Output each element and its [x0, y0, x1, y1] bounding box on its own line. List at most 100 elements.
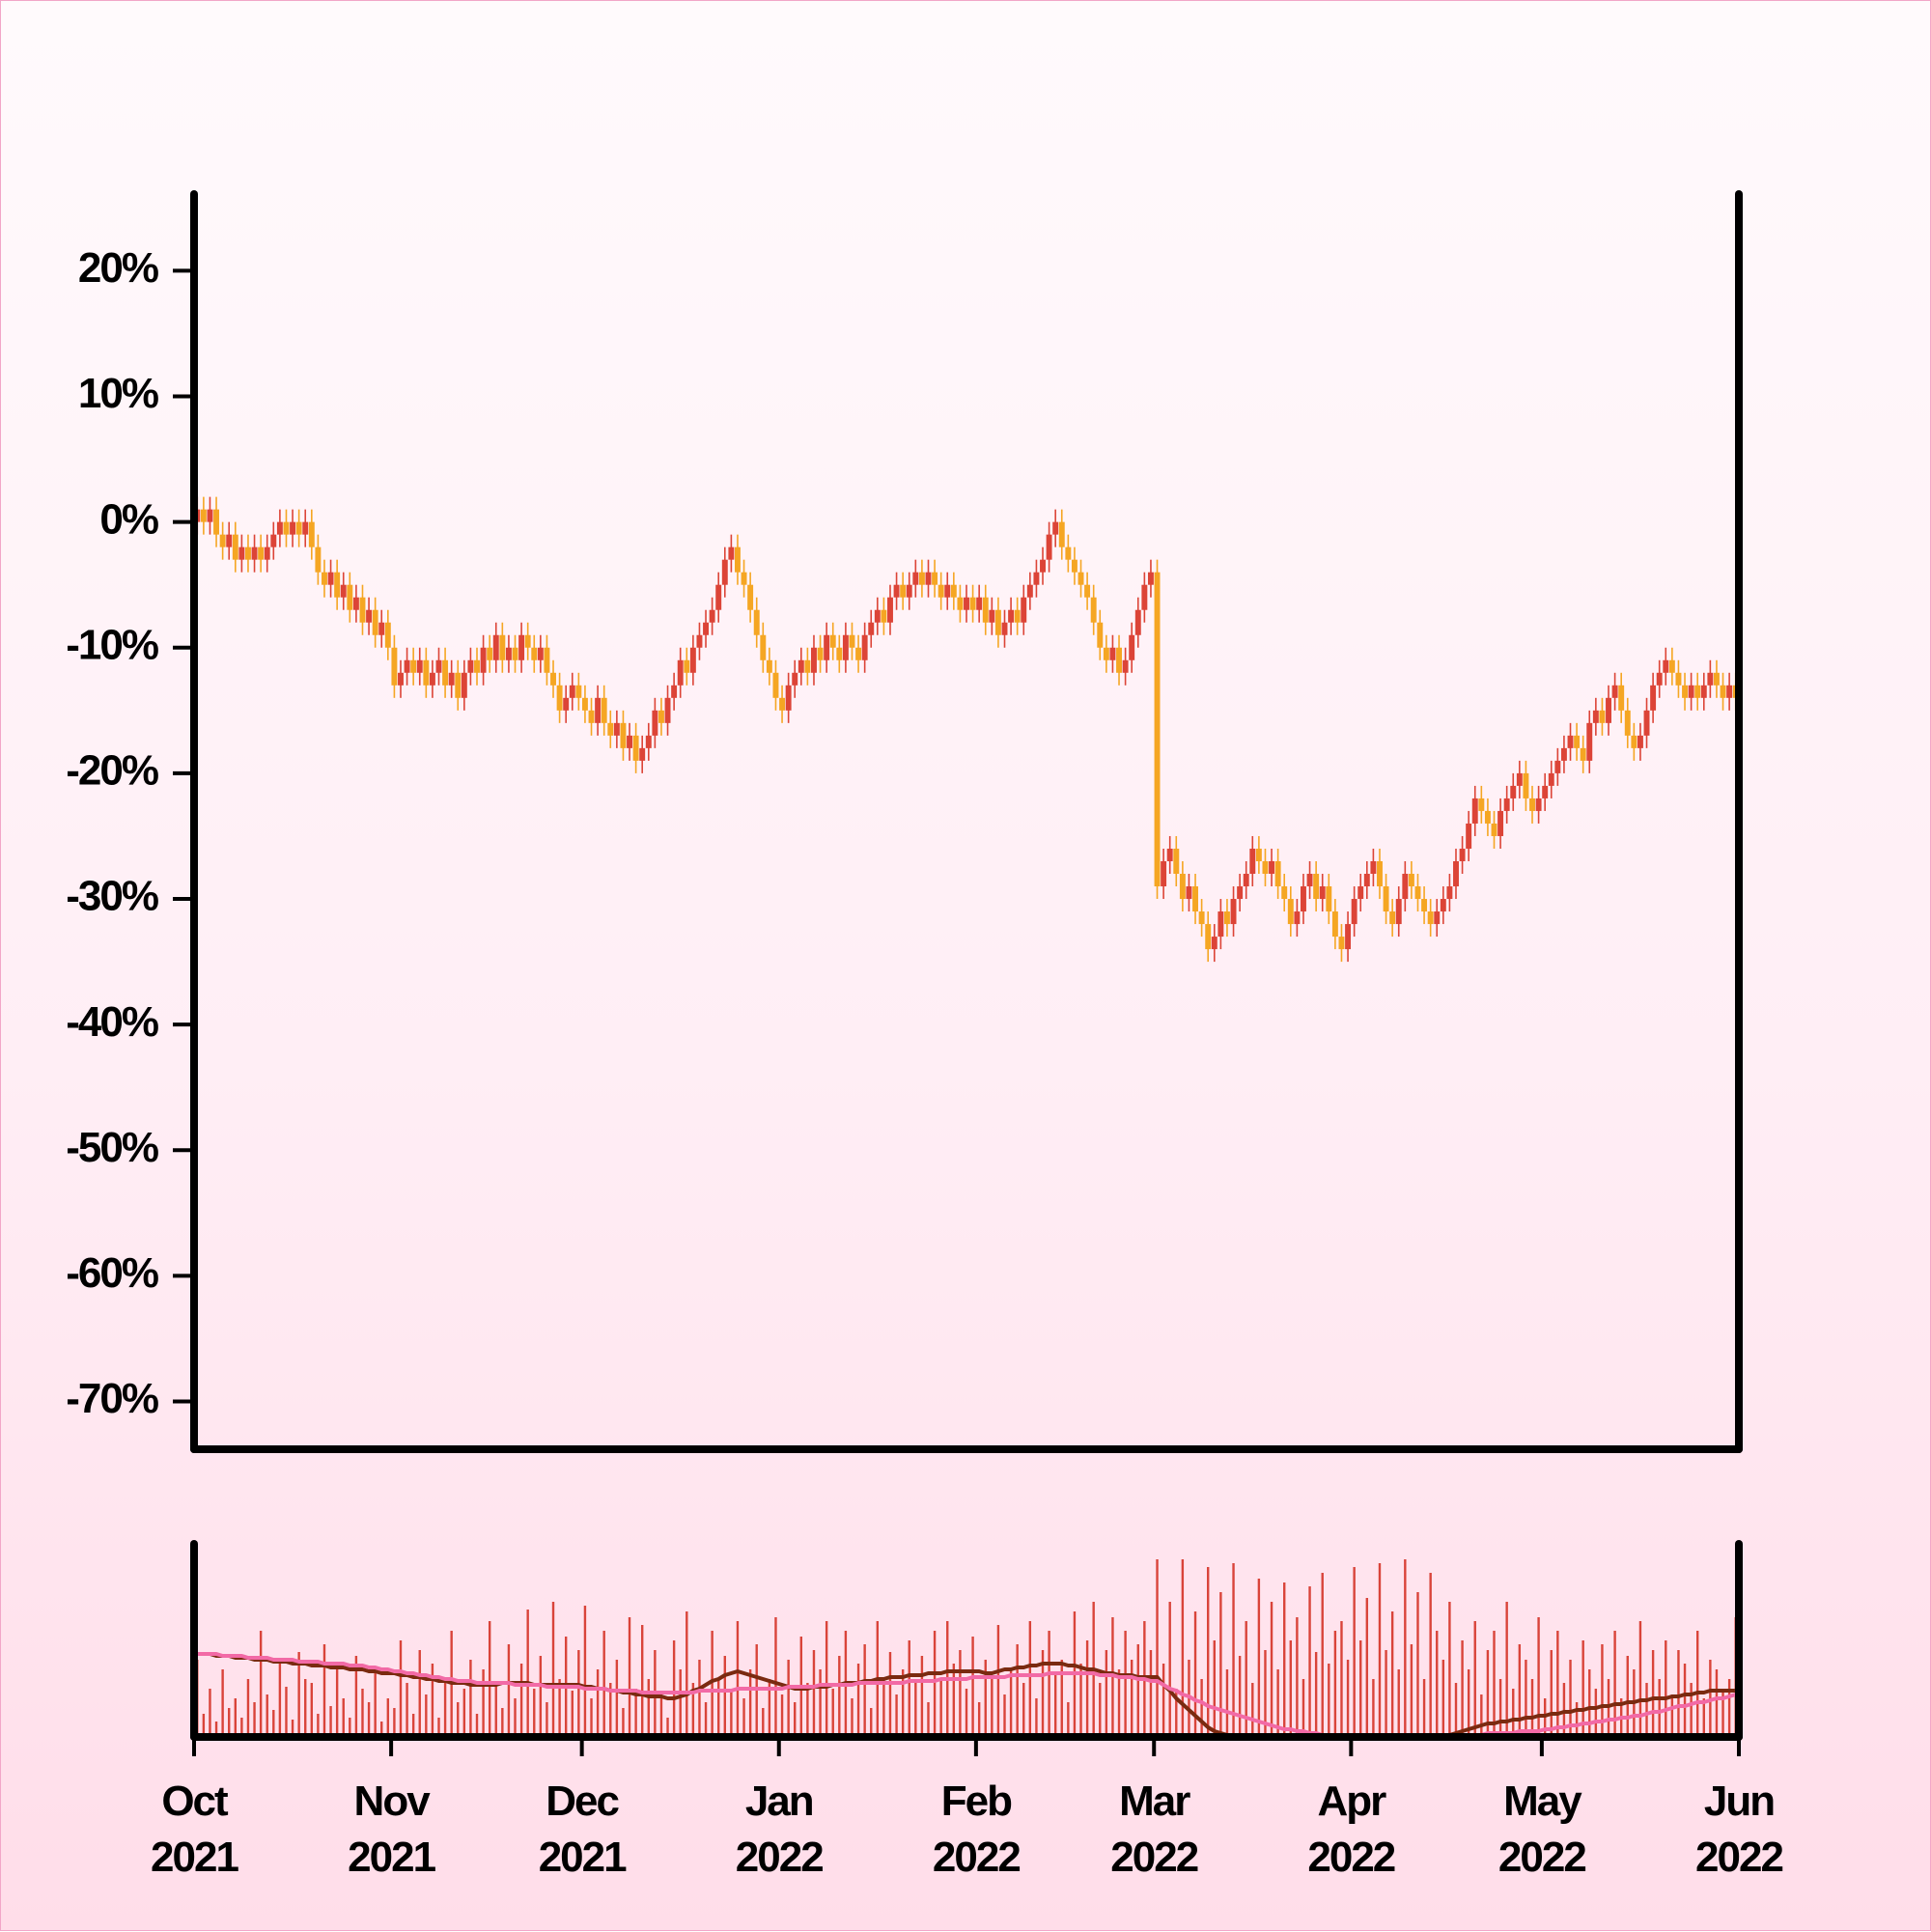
candle-body: [855, 647, 862, 660]
volume-bar: [1454, 1683, 1458, 1737]
volume-bar: [431, 1664, 434, 1737]
volume-bar: [367, 1702, 371, 1737]
volume-bar: [322, 1644, 326, 1737]
candle-body: [1567, 735, 1574, 748]
candle-body: [1357, 886, 1364, 900]
volume-bar: [730, 1689, 733, 1737]
candle-body: [563, 697, 570, 711]
y-tick-label: -60%: [66, 1249, 158, 1297]
candle-body: [658, 710, 664, 723]
candle-body: [1161, 860, 1167, 887]
candle-body: [1262, 860, 1269, 875]
volume-bar: [863, 1644, 866, 1737]
volume-bar: [285, 1687, 288, 1737]
volume-bar: [920, 1656, 924, 1737]
volume-bar: [399, 1640, 403, 1737]
candle-body: [684, 659, 690, 673]
y-tick-label: 20%: [78, 244, 158, 292]
candle-body: [384, 622, 391, 648]
candle-body: [1269, 860, 1275, 875]
volume-bar: [310, 1683, 314, 1737]
candle-body: [588, 710, 595, 723]
candle-body: [1331, 911, 1338, 938]
candle-body: [581, 697, 588, 711]
volume-bar: [609, 1683, 612, 1737]
volume-bar: [577, 1650, 580, 1737]
candle-body: [429, 672, 435, 686]
x-tick-label: Feb 2022: [932, 1778, 1021, 1881]
candle-body: [410, 659, 417, 673]
candle-body: [772, 672, 779, 698]
candle-body: [1459, 848, 1466, 861]
candle-body: [639, 747, 646, 761]
candle-body: [645, 735, 652, 748]
volume-bar: [1060, 1660, 1063, 1737]
volume-bar: [1099, 1683, 1102, 1737]
volume-bar: [272, 1710, 275, 1737]
x-tick-label: Dec 2021: [538, 1778, 628, 1881]
moving-average-line: [197, 1652, 1736, 1739]
candle-body: [1109, 647, 1116, 660]
volume-bar: [1702, 1698, 1705, 1737]
candle-body: [258, 546, 265, 560]
volume-bar: [1486, 1650, 1490, 1737]
candle-body: [1326, 886, 1332, 912]
candle-body: [1097, 622, 1104, 648]
candle-body: [938, 584, 944, 598]
volume-bar: [933, 1631, 937, 1737]
candle-body: [295, 521, 302, 535]
candle-body: [1319, 886, 1326, 900]
candle-body: [1040, 559, 1046, 573]
candle-body: [1122, 659, 1129, 673]
candle-body: [1503, 798, 1510, 811]
volume-bar: [1283, 1582, 1286, 1737]
candle-body: [1427, 911, 1434, 925]
candle-body: [829, 634, 836, 648]
volume-bar: [1372, 1679, 1375, 1737]
volume-bar: [1340, 1621, 1343, 1737]
volume-bar: [1028, 1621, 1032, 1737]
candle-body: [1599, 710, 1606, 723]
candle-body: [340, 584, 347, 598]
candle-body: [1008, 609, 1015, 623]
volume-bar: [787, 1660, 790, 1737]
candle-body: [696, 634, 703, 648]
candle-body: [1173, 848, 1180, 875]
candle-body: [1021, 597, 1027, 623]
candle-body: [1154, 572, 1161, 887]
volume-bar: [214, 1722, 218, 1737]
x-tick-label: Apr 2022: [1307, 1778, 1396, 1881]
candle-body: [1077, 572, 1084, 585]
candle-body: [544, 647, 550, 673]
volume-bar: [856, 1664, 860, 1737]
candle-body: [1389, 911, 1396, 925]
volume-bar: [838, 1656, 841, 1737]
volume-bar: [1556, 1631, 1559, 1737]
candle-body: [994, 609, 1001, 635]
volume-bar: [221, 1669, 224, 1737]
candle-body: [492, 634, 499, 660]
volume-bar: [1493, 1631, 1496, 1737]
candle-body: [270, 534, 277, 547]
volume-bar: [443, 1679, 447, 1737]
volume-bar: [1251, 1683, 1254, 1737]
candle-body: [531, 647, 538, 660]
volume-bar: [723, 1656, 726, 1737]
candle-body: [372, 609, 378, 635]
volume-bar: [494, 1683, 497, 1737]
volume-bar: [1333, 1631, 1337, 1737]
volume-bar: [1645, 1683, 1648, 1737]
volume-bar: [1346, 1660, 1350, 1737]
candle-body: [811, 647, 817, 673]
volume-bar: [1441, 1660, 1445, 1737]
volume-bar: [1677, 1650, 1680, 1737]
volume-bar: [1530, 1679, 1534, 1737]
volume-bar: [519, 1664, 523, 1737]
volume-bar: [1715, 1669, 1719, 1737]
candle-body: [487, 647, 493, 660]
volume-bar: [209, 1689, 211, 1737]
candle-body: [804, 659, 811, 673]
volume-bar: [1721, 1689, 1724, 1737]
volume-bar: [1525, 1660, 1527, 1737]
volume-bar: [1041, 1650, 1045, 1737]
